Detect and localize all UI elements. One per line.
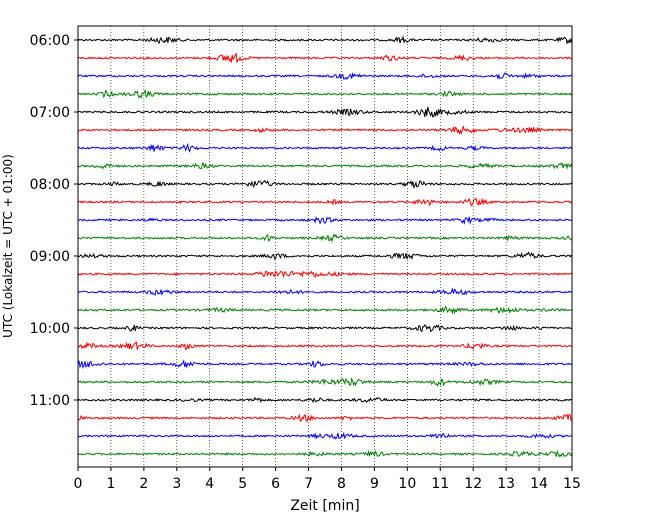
trace-0615 [77,52,573,64]
y-tick-label: 07:00 [30,105,70,121]
trace-0945 [77,305,573,315]
trace-0645 [77,88,573,99]
trace-0900 [77,251,573,260]
y-axis-label: UTC (Lokalzeit = UTC + 01:00) [1,154,15,338]
x-tick-label: 2 [139,476,148,492]
trace-group [77,35,573,458]
trace-0700 [77,106,573,118]
trace-0600 [77,35,573,45]
x-axis: 0 1 2 3 4 5 6 7 8 9 10 11 12 13 14 15 [74,467,581,492]
x-tick-label: 7 [304,476,313,492]
trace-1045 [77,376,573,387]
trace-0830 [77,216,573,225]
x-tick-label: 15 [563,476,581,492]
trace-0845 [77,233,573,243]
trace-0630 [77,72,573,80]
x-axis-label: Zeit [min] [290,498,359,514]
trace-1100 [77,396,573,404]
y-tick-label: 09:00 [30,249,70,265]
x-tick-label: 12 [464,476,482,492]
x-tick-label: 1 [106,476,115,492]
x-tick-label: 0 [74,476,83,492]
x-tick-label: 13 [497,476,515,492]
y-tick-label: 08:00 [30,177,70,193]
y-tick-label: 10:00 [30,321,70,337]
trace-0800 [77,179,573,190]
x-tick-label: 14 [530,476,548,492]
x-tick-label: 8 [337,476,346,492]
y-tick-label: 06:00 [30,33,70,49]
trace-0730 [77,142,573,153]
x-tick-label: 10 [398,476,416,492]
y-tick-label: 11:00 [30,393,70,409]
trace-0915 [77,270,573,279]
trace-1030 [77,359,573,369]
trace-0745 [77,162,573,170]
x-tick-label: 11 [431,476,449,492]
x-tick-label: 5 [238,476,247,492]
trace-0715 [77,125,573,136]
x-tick-label: 3 [172,476,181,492]
trace-1130 [77,431,573,440]
trace-1000 [77,324,573,333]
x-tick-label: 4 [205,476,214,492]
y-axis: 06:00 07:00 08:00 09:00 10:00 11:00 [30,33,78,409]
trace-0815 [77,197,573,207]
trace-1015 [77,341,573,351]
x-tick-label: 6 [271,476,280,492]
trace-1115 [77,413,573,423]
x-tick-label: 9 [370,476,379,492]
plot-frame [77,25,573,468]
trace-0930 [77,287,573,297]
trace-1145 [77,449,573,458]
